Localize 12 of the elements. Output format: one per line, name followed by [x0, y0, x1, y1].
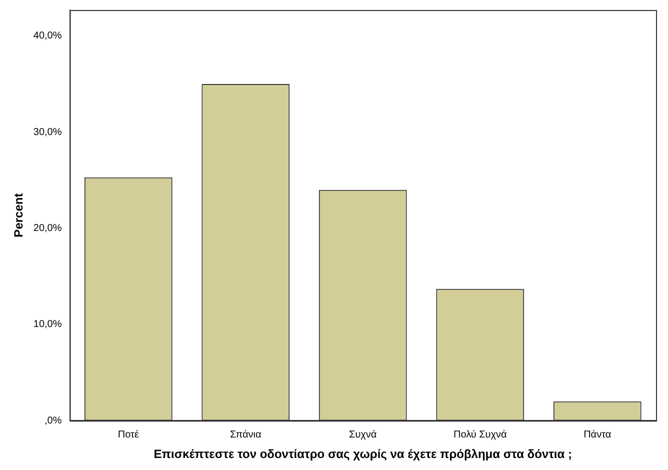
y-tick-label: 20,0%	[33, 223, 62, 234]
y-tick-label: 30,0%	[33, 126, 62, 138]
x-tick-label: Πάντα	[584, 429, 612, 440]
x-tick-label: Συχνά	[349, 429, 377, 440]
x-axis-title: Επισκέπτεστε τον οδοντίατρο σας χωρίς να έχετε πρόβλημα στα δόντια ;	[154, 447, 572, 462]
x-tick-label: Πολύ Συχνά	[453, 429, 507, 440]
x-tick-label: Ποτέ	[118, 429, 140, 440]
x-tick-label: Σπάνια	[230, 429, 262, 440]
y-tick-label: 10,0%	[33, 319, 62, 330]
y-axis-title: Percent	[12, 193, 26, 238]
y-tick-label: 40,0%	[33, 30, 62, 42]
y-tick-label: ,0%	[44, 415, 62, 426]
